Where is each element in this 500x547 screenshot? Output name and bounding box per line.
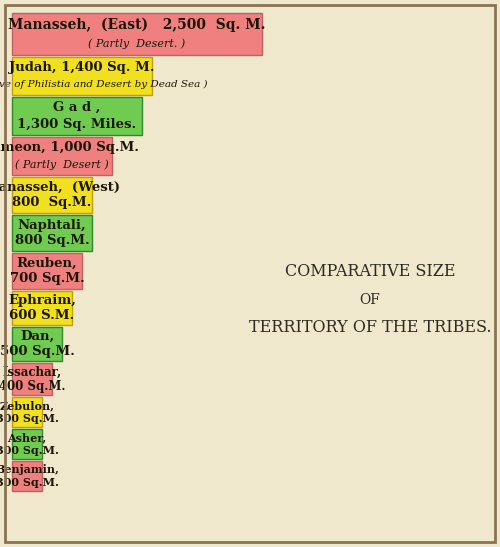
Text: 600 S.M.: 600 S.M.	[10, 309, 74, 322]
Bar	[12, 57, 152, 95]
Text: 800  Sq.M.: 800 Sq.M.	[12, 196, 92, 210]
Text: Asher,: Asher,	[8, 432, 46, 443]
Text: Manasseh,  (West): Manasseh, (West)	[0, 181, 120, 194]
Text: ( Partly  Desert. ): ( Partly Desert. )	[88, 38, 186, 49]
Text: 500 Sq.M.: 500 Sq.M.	[0, 345, 74, 358]
Text: COMPARATIVE SIZE: COMPARATIVE SIZE	[285, 264, 455, 281]
Text: 300 Sq.M.: 300 Sq.M.	[0, 477, 58, 488]
Text: 300 Sq.M.: 300 Sq.M.	[0, 413, 58, 424]
Text: 1,300 Sq. Miles.: 1,300 Sq. Miles.	[18, 118, 136, 131]
Bar	[12, 137, 112, 175]
Bar	[12, 429, 42, 459]
Text: 300 Sq.M.: 300 Sq.M.	[0, 445, 58, 456]
Bar	[12, 327, 62, 361]
Text: Issachar,: Issachar,	[2, 365, 62, 379]
Bar	[12, 215, 92, 251]
Bar	[12, 291, 72, 325]
Bar	[12, 13, 262, 55]
Text: OF: OF	[360, 293, 380, 307]
Text: (Exclusive of Philistia and Desert by Dead Sea ): (Exclusive of Philistia and Desert by De…	[0, 80, 208, 89]
Text: Ephraim,: Ephraim,	[8, 294, 76, 307]
Text: 800 Sq.M.: 800 Sq.M.	[14, 235, 90, 247]
Bar	[12, 397, 42, 427]
Bar	[12, 461, 42, 491]
Text: TERRITORY OF THE TRIBES.: TERRITORY OF THE TRIBES.	[249, 319, 491, 336]
Text: Reuben,: Reuben,	[16, 257, 78, 270]
Text: G a d ,: G a d ,	[54, 101, 100, 114]
Text: Benjamin,: Benjamin,	[0, 464, 59, 475]
Bar	[12, 97, 142, 135]
Text: Judah, 1,400 Sq. M.: Judah, 1,400 Sq. M.	[9, 61, 155, 74]
Text: ( Partly  Desert ): ( Partly Desert )	[15, 159, 109, 170]
Text: 700 Sq.M.: 700 Sq.M.	[10, 272, 85, 286]
Text: Simeon, 1,000 Sq.M.: Simeon, 1,000 Sq.M.	[0, 141, 138, 154]
Text: 400 Sq.M.: 400 Sq.M.	[0, 380, 65, 393]
Text: Zebulon,: Zebulon,	[0, 400, 54, 411]
Text: Naphtali,: Naphtali,	[18, 219, 86, 231]
Bar	[12, 363, 52, 395]
Bar	[12, 177, 92, 213]
Text: Dan,: Dan,	[20, 330, 54, 343]
Text: Manasseh,  (East)   2,500  Sq. M.: Manasseh, (East) 2,500 Sq. M.	[8, 18, 266, 32]
Bar	[12, 253, 82, 289]
